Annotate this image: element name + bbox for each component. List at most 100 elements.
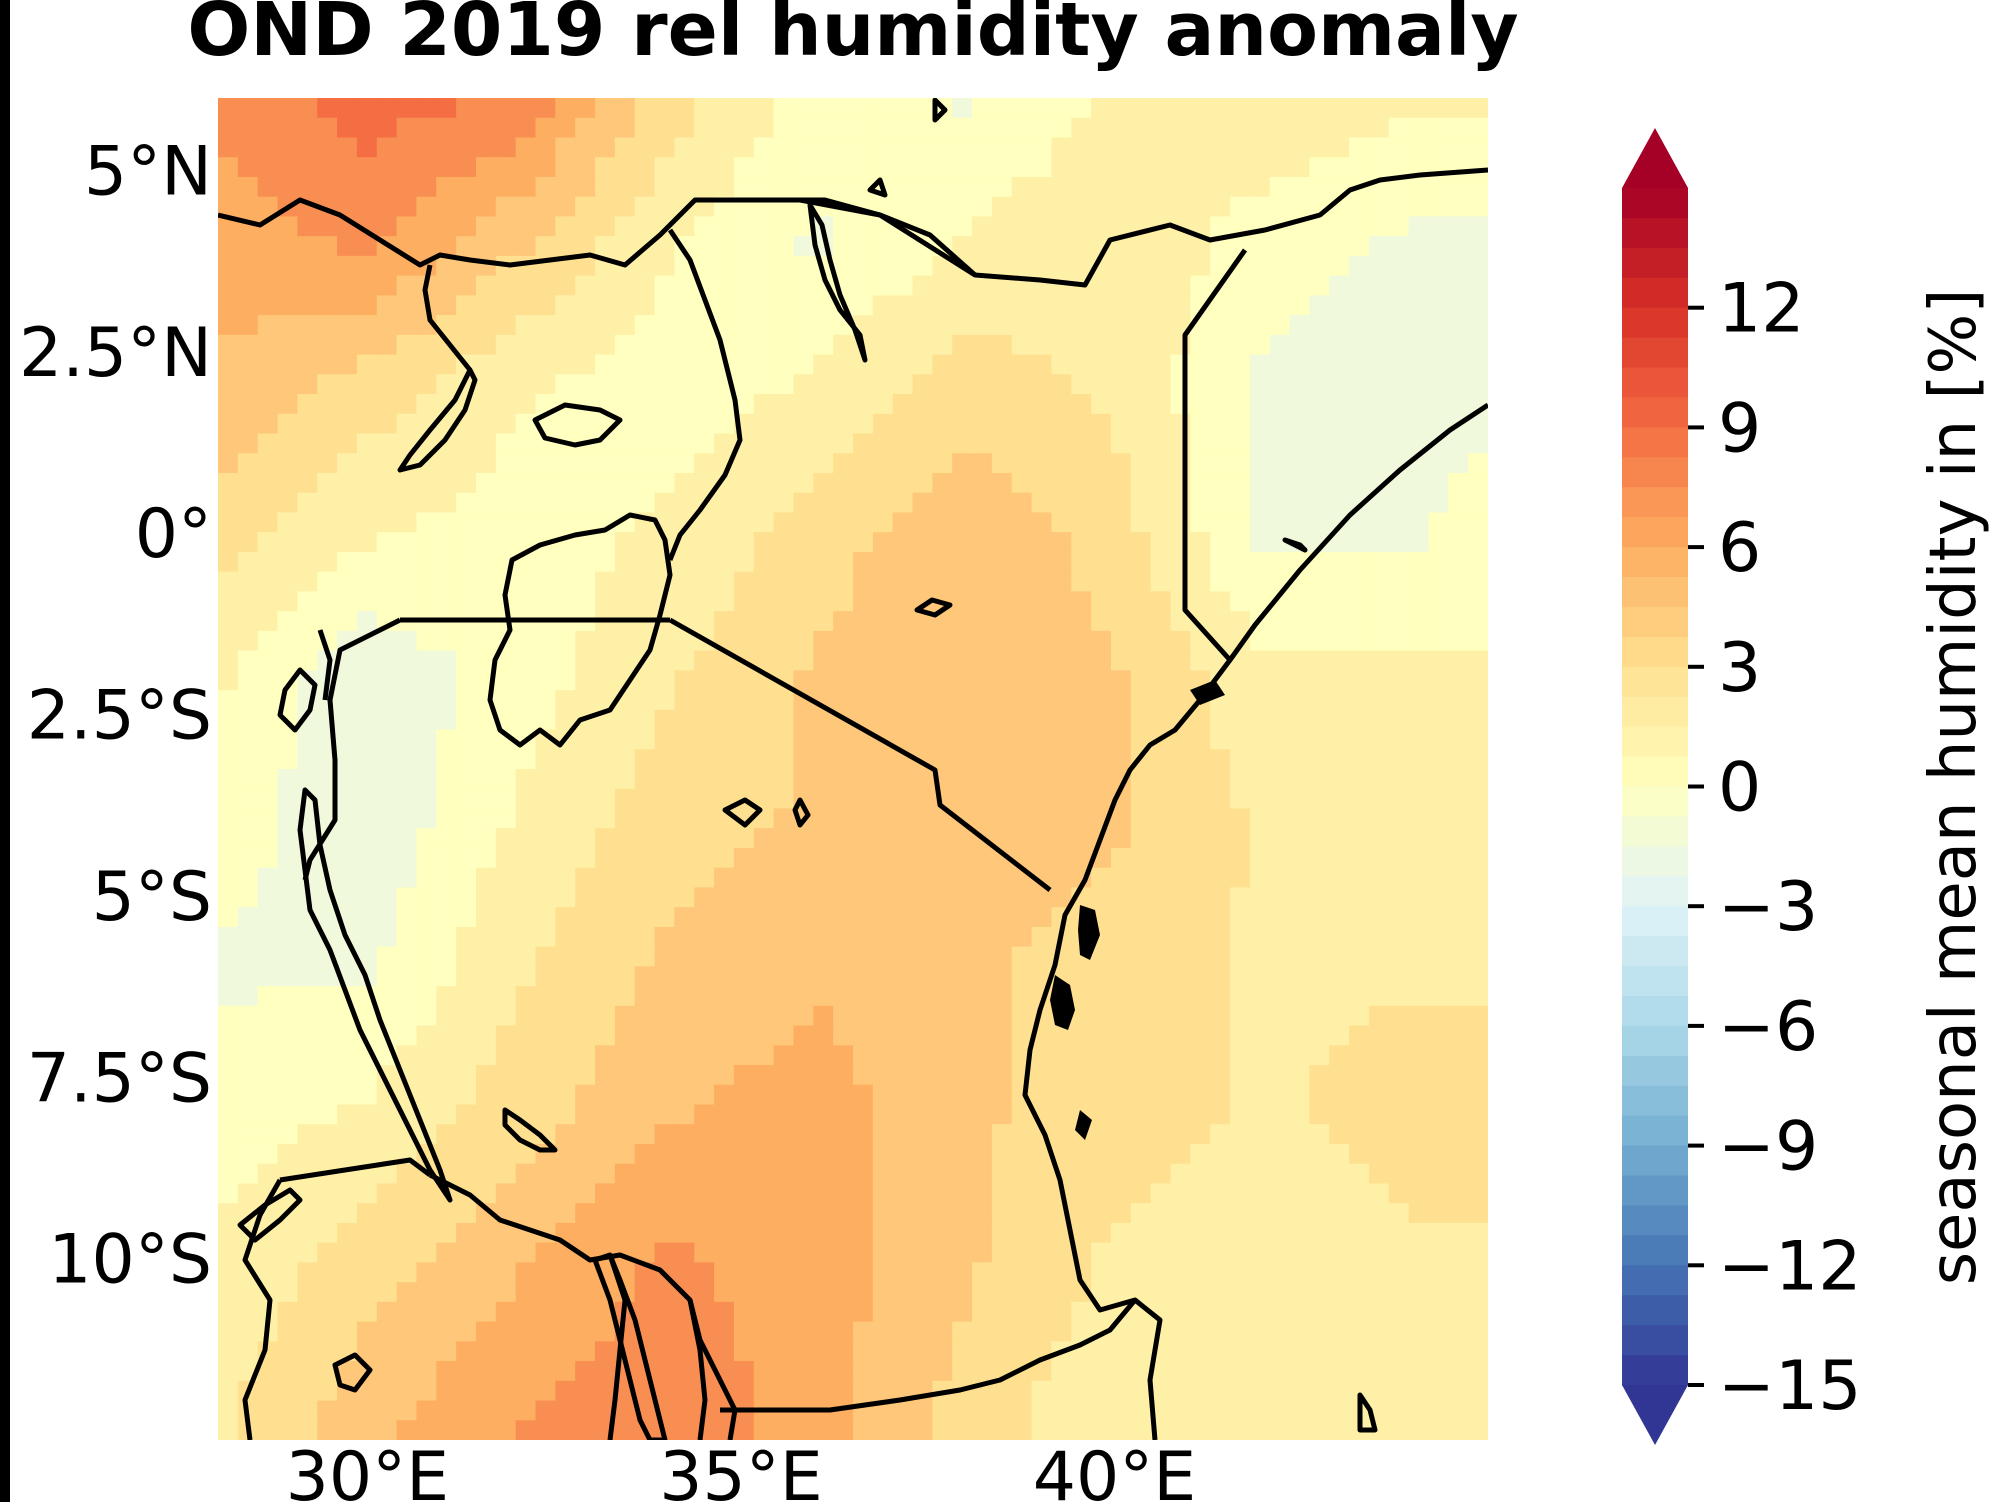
field-cell — [257, 236, 279, 257]
field-cell — [1428, 828, 1449, 849]
field-cell — [297, 769, 318, 790]
field-cell — [634, 571, 656, 592]
field-cell — [1230, 670, 1251, 691]
field-cell — [654, 1084, 675, 1106]
field-cell — [396, 650, 418, 671]
field-cell — [475, 334, 497, 356]
field-cell — [872, 966, 894, 987]
field-cell — [813, 986, 834, 1007]
field-cell — [753, 236, 775, 257]
field-cell — [1170, 907, 1191, 928]
field-cell — [892, 788, 914, 810]
field-cell — [218, 1163, 239, 1185]
field-cell — [991, 176, 1013, 198]
field-cell — [1071, 1361, 1092, 1382]
field-cell — [634, 334, 656, 356]
field-cell — [257, 196, 279, 218]
field-cell — [475, 216, 497, 237]
field-cell — [396, 946, 418, 967]
field-cell — [595, 354, 616, 375]
field-cell — [773, 176, 795, 198]
field-cell — [396, 630, 418, 652]
field-cell — [535, 650, 556, 671]
field-cell — [952, 709, 973, 731]
field-cell — [972, 98, 993, 119]
field-cell — [1210, 986, 1231, 1007]
field-cell — [1249, 966, 1271, 987]
field-cell — [1388, 492, 1410, 514]
field-cell — [1230, 1301, 1251, 1323]
field-cell — [297, 1005, 318, 1027]
field-cell — [892, 630, 914, 652]
field-cell — [1329, 453, 1350, 474]
field-cell — [1309, 1203, 1330, 1224]
field-cell — [1408, 117, 1430, 139]
field-cell — [753, 887, 775, 908]
field-cell — [1289, 512, 1310, 533]
field-cell — [872, 887, 894, 908]
field-cell — [297, 374, 318, 395]
field-cell — [257, 729, 279, 750]
field-cell — [416, 769, 437, 790]
field-cell — [416, 1203, 437, 1224]
field-cell — [714, 1084, 735, 1106]
field-cell — [555, 1321, 576, 1342]
field-cell — [694, 453, 715, 474]
field-cell — [337, 611, 358, 632]
field-cell — [1091, 1400, 1112, 1421]
field-cell — [1368, 137, 1390, 158]
field-cell — [456, 808, 477, 829]
field-cell — [1428, 1183, 1449, 1204]
field-cell — [555, 1005, 576, 1027]
field-cell — [614, 1005, 636, 1027]
field-cell — [456, 946, 477, 967]
field-cell — [1031, 532, 1053, 553]
field-cell — [575, 1203, 596, 1224]
field-cell — [733, 690, 755, 711]
field-cell — [1309, 1183, 1330, 1204]
colorbar-segment — [1622, 995, 1688, 1027]
field-cell — [1230, 1163, 1251, 1185]
field-cell — [614, 946, 636, 967]
colorbar-segment — [1622, 277, 1688, 309]
field-cell — [1150, 236, 1172, 257]
field-cell — [436, 907, 457, 928]
field-cell — [575, 1084, 596, 1106]
field-cell — [1329, 1222, 1350, 1244]
field-cell — [356, 354, 378, 375]
field-cell — [297, 1084, 318, 1106]
field-cell — [972, 709, 993, 731]
field-cell — [317, 295, 338, 316]
field-cell — [1150, 690, 1172, 711]
field-cell — [654, 176, 675, 198]
field-cell — [991, 1380, 1013, 1402]
field-cell — [237, 394, 259, 415]
field-cell — [218, 354, 239, 375]
field-cell — [1210, 117, 1231, 139]
field-cell — [1150, 1361, 1172, 1382]
field-cell — [1249, 571, 1271, 592]
field-cell — [614, 887, 636, 908]
field-cell — [416, 512, 437, 533]
field-cell — [634, 216, 656, 237]
field-cell — [1448, 433, 1469, 454]
field-cell — [595, 1203, 616, 1224]
field-cell — [694, 157, 715, 178]
field-cell — [575, 808, 596, 829]
field-cell — [1230, 1045, 1251, 1066]
field-cell — [932, 1222, 953, 1244]
field-cell — [813, 472, 834, 494]
field-cell — [595, 1361, 616, 1382]
field-cell — [1210, 926, 1231, 948]
field-cell — [952, 1084, 973, 1106]
field-cell — [1289, 1065, 1310, 1086]
field-cell — [1309, 512, 1330, 533]
field-cell — [515, 1262, 537, 1283]
field-cell — [1388, 1045, 1410, 1066]
field-cell — [1309, 650, 1330, 671]
field-cell — [1230, 966, 1251, 987]
field-cell — [575, 1361, 596, 1382]
field-cell — [575, 788, 596, 810]
field-cell — [1249, 117, 1271, 139]
field-cell — [515, 1183, 537, 1204]
